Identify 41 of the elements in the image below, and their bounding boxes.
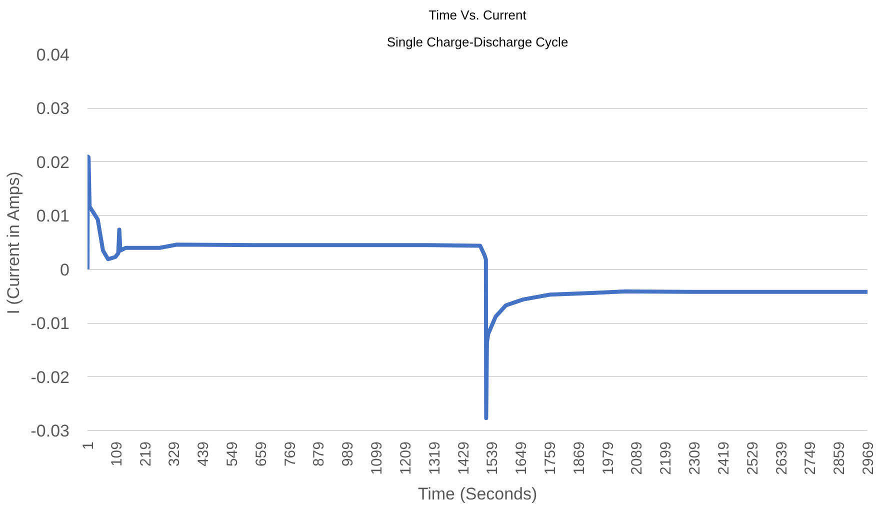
x-tick-label: 2969 bbox=[860, 441, 877, 475]
y-tick-label: -0.03 bbox=[30, 422, 70, 440]
x-tick-label: 1539 bbox=[484, 441, 502, 475]
x-axis-title: Time (Seconds) bbox=[418, 484, 538, 504]
x-tick-label: 109 bbox=[108, 441, 126, 467]
line-series bbox=[88, 154, 868, 420]
x-tick-label: 769 bbox=[282, 441, 299, 467]
y-tick-label: -0.01 bbox=[30, 314, 70, 334]
x-tick-label: 549 bbox=[224, 441, 242, 467]
x-tick-label: 439 bbox=[195, 441, 212, 467]
y-tick-label: -0.02 bbox=[30, 368, 70, 387]
x-tick-label: 2199 bbox=[658, 441, 675, 475]
x-tick-label: 2309 bbox=[686, 441, 704, 475]
y-axis-title: I (Current in Amps) bbox=[4, 172, 23, 314]
x-tick-label: 1209 bbox=[397, 441, 414, 475]
y-tick-label: 0.02 bbox=[36, 152, 70, 172]
x-tick-label: 1869 bbox=[570, 441, 588, 475]
chart-subtitle: Single Charge-Discharge Cycle bbox=[386, 34, 568, 50]
x-tick-label: 2749 bbox=[802, 441, 820, 475]
x-tick-label: 219 bbox=[137, 441, 154, 467]
x-tick-label: 879 bbox=[310, 441, 328, 467]
y-tick-label: 0.04 bbox=[36, 46, 70, 64]
x-tick-label: 1319 bbox=[426, 441, 444, 475]
x-tick-label: 1429 bbox=[455, 441, 472, 475]
x-tick-label: 1099 bbox=[368, 441, 386, 475]
chart-title: Time Vs. Current bbox=[428, 8, 527, 22]
x-tick-label: 2419 bbox=[715, 441, 732, 475]
x-tick-label: 2639 bbox=[773, 441, 790, 475]
y-tick-label: 0.03 bbox=[36, 99, 70, 118]
x-tick-label: 659 bbox=[252, 441, 270, 467]
x-tick-label: 1759 bbox=[542, 441, 560, 475]
x-tick-label: 989 bbox=[340, 441, 357, 467]
x-tick-label: 1649 bbox=[513, 441, 530, 475]
x-tick-label: 329 bbox=[166, 441, 184, 467]
y-tick-label: 0 bbox=[60, 260, 70, 280]
y-tick-label: 0.01 bbox=[36, 206, 70, 226]
x-tick-label: 1 bbox=[80, 442, 97, 450]
x-tick-label: 2089 bbox=[628, 441, 646, 475]
x-tick-label: 2859 bbox=[831, 441, 848, 475]
x-tick-label: 2529 bbox=[744, 441, 762, 475]
x-tick-label: 1979 bbox=[600, 441, 617, 475]
